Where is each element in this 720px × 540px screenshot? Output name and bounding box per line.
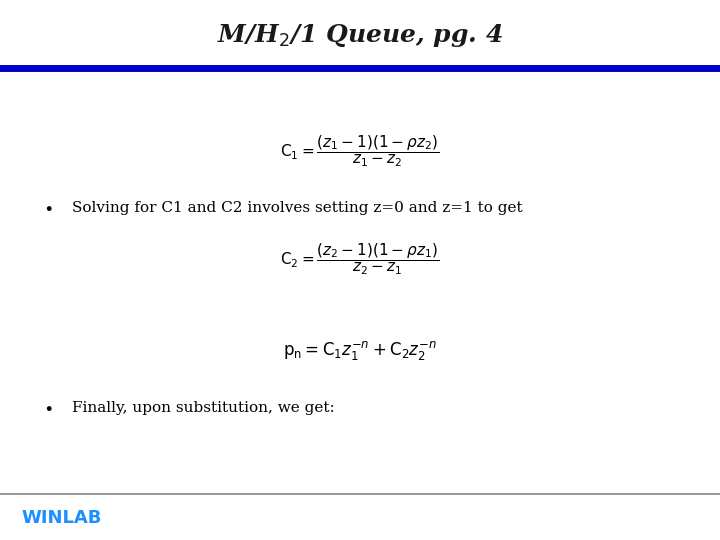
Text: $\mathrm{C_1} = \dfrac{(z_1-1)(1-\rho z_2)}{z_1-z_2}$: $\mathrm{C_1} = \dfrac{(z_1-1)(1-\rho z_… bbox=[280, 133, 440, 169]
Text: $\mathrm{C_2} = \dfrac{(z_2-1)(1-\rho z_1)}{z_2-z_1}$: $\mathrm{C_2} = \dfrac{(z_2-1)(1-\rho z_… bbox=[280, 241, 440, 277]
Text: Finally, upon substitution, we get:: Finally, upon substitution, we get: bbox=[72, 401, 335, 415]
Text: Solving for C1 and C2 involves setting z=0 and z=1 to get: Solving for C1 and C2 involves setting z… bbox=[72, 201, 523, 215]
Text: $\mathrm{p_n} = \mathrm{C_1}z_1^{-n} + \mathrm{C_2}z_2^{-n}$: $\mathrm{p_n} = \mathrm{C_1}z_1^{-n} + \… bbox=[283, 340, 437, 362]
Text: $\bullet$: $\bullet$ bbox=[43, 399, 53, 416]
Text: WINLAB: WINLAB bbox=[22, 509, 102, 528]
Text: M/H$_2$/1 Queue, pg. 4: M/H$_2$/1 Queue, pg. 4 bbox=[217, 22, 503, 49]
Text: $\bullet$: $\bullet$ bbox=[43, 199, 53, 217]
